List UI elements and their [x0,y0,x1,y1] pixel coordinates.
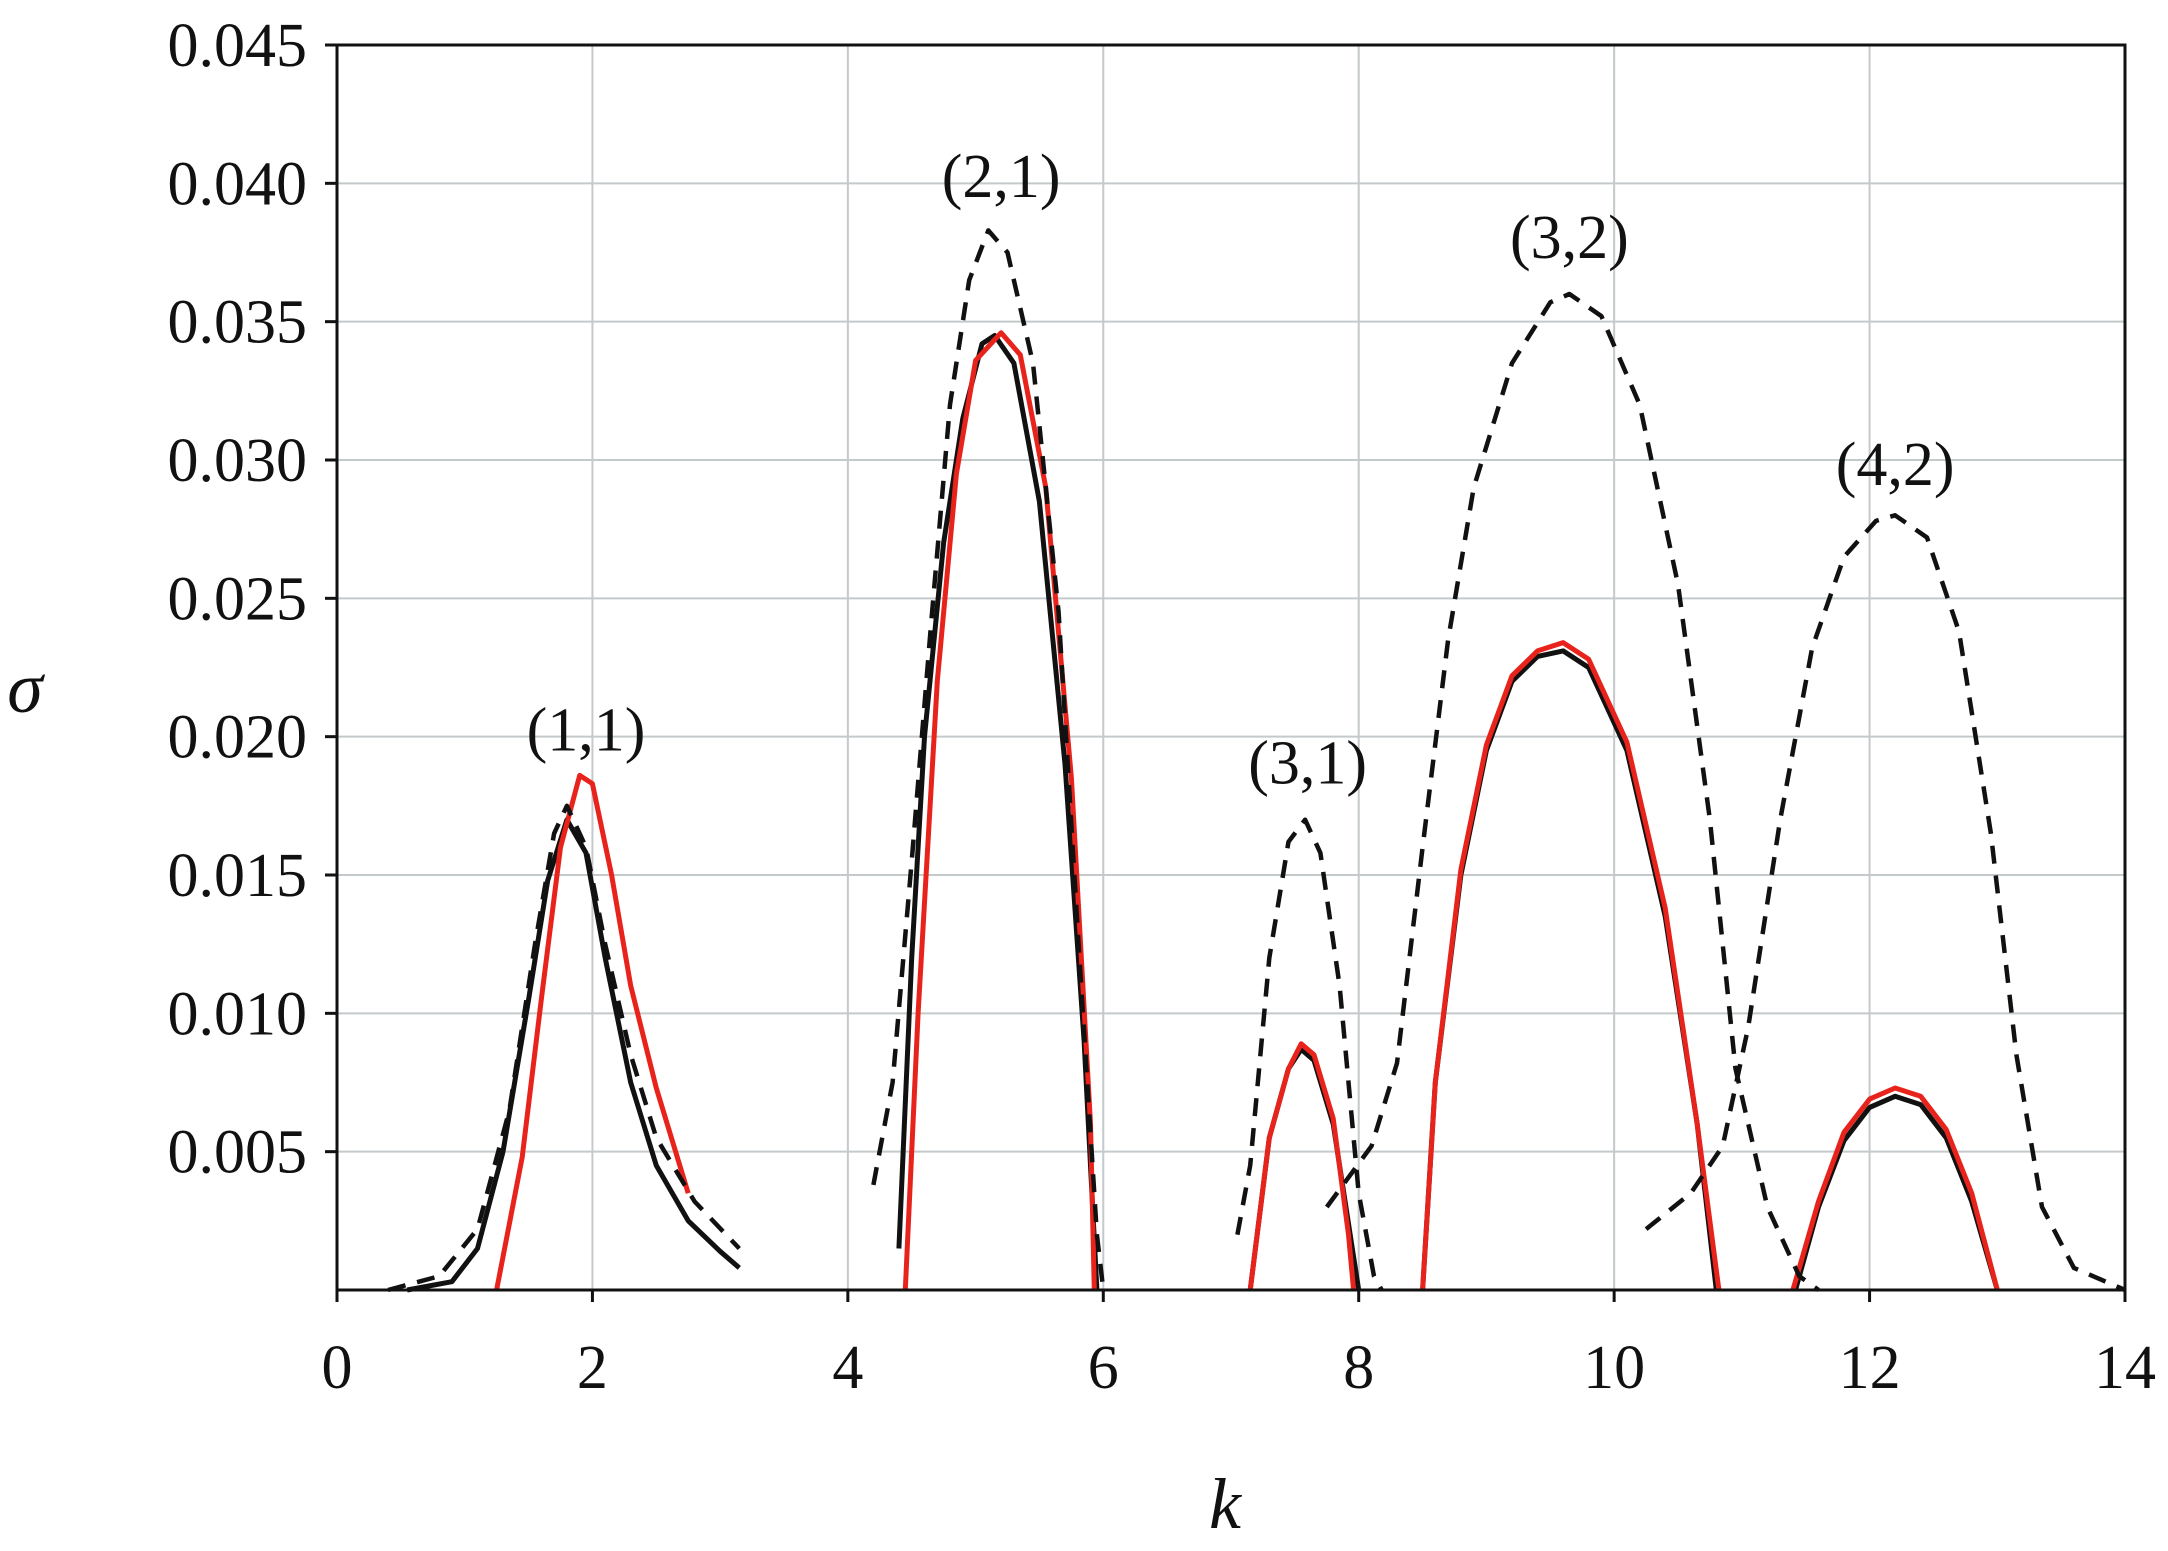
mode-annotation: (2,1) [942,143,1061,211]
x-tick-label: 10 [1583,1334,1645,1402]
solid-red-curve [1247,1041,1357,1291]
gridlines [337,45,2125,1290]
x-tick-label: 4 [832,1334,863,1402]
annotations: (1,1) (2,1) (3,1) (3,2) (4,2) [527,143,1955,798]
mode-annotation: (4,2) [1836,431,1955,499]
x-tick-label: 2 [577,1334,608,1402]
y-tick-label: 0.005 [168,1119,308,1187]
y-tick-label: 0.040 [168,150,308,218]
x-tick-label: 6 [1088,1334,1119,1402]
dashed-black-curve [1324,291,1820,1292]
series-layer [387,228,2126,1293]
dashed-black-curve [387,803,741,1293]
y-tick-label: 0.025 [168,565,308,633]
x-tick-label: 8 [1343,1334,1374,1402]
solid-red-curve [1420,640,1722,1291]
solid-red-curve [494,772,691,1291]
y-tick-label: 0.030 [168,427,308,495]
axes [325,43,2127,1302]
x-axis-label: k [1209,1464,1243,1544]
y-tick-label: 0.045 [168,12,308,80]
y-tick-label: 0.010 [168,980,308,1048]
y-axis-label: σ [7,648,45,728]
solid-black-curve [1793,1093,2000,1291]
solid-black-curve [406,817,741,1293]
plot-frame [335,43,2127,1292]
solid-black-curve [896,333,1100,1291]
dashed-black-curve [1644,513,2126,1293]
x-tick-label: 12 [1839,1334,1901,1402]
y-tick-label: 0.035 [168,289,308,357]
mode-annotation: (3,2) [1510,204,1629,272]
solid-red-curve [902,330,1097,1291]
x-tick-label: 0 [322,1334,353,1402]
mode-annotation: (1,1) [527,697,646,765]
mode-annotation: (3,1) [1248,730,1367,798]
x-tick-label: 14 [2094,1334,2156,1402]
solid-red-curve [1790,1085,2000,1291]
y-tick-label: 0.020 [168,704,308,772]
dashed-black-curve [871,228,1106,1291]
dashed-black-curve [1235,817,1384,1292]
y-tick-label: 0.015 [168,842,308,910]
tick-labels: 0 2 4 6 8 10 12 14 0.005 0.010 0.015 0.020 0.025 0.03… [168,12,2157,1402]
